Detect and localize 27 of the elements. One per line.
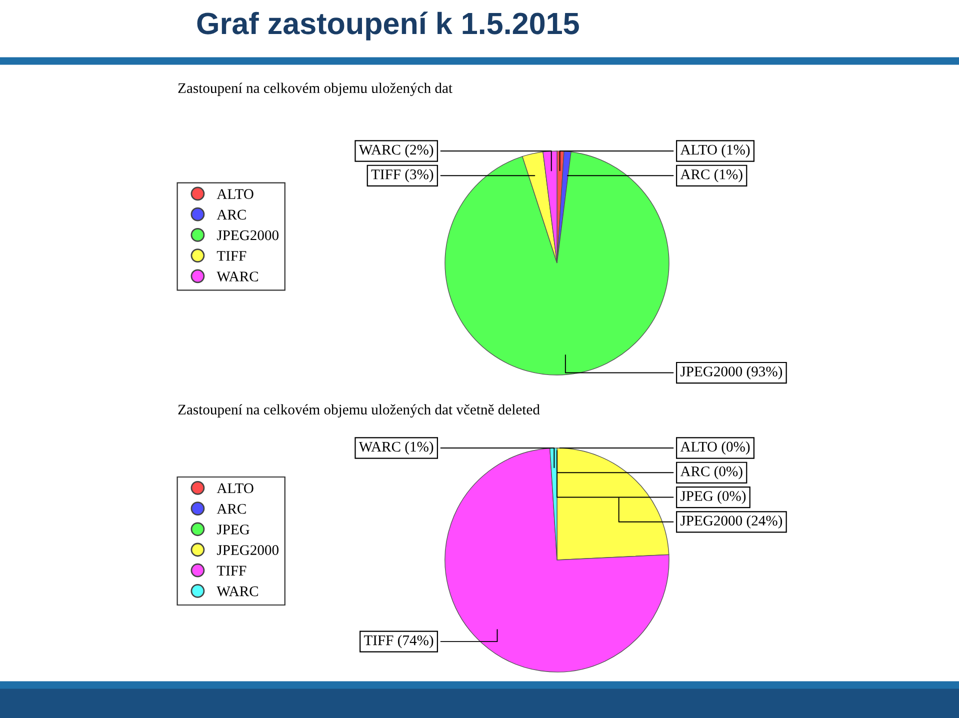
legend-label: JPEG2000 bbox=[216, 545, 279, 555]
data-label: ARC (1%) bbox=[680, 169, 742, 182]
chart-title: Zastoupení na celkovém objemu uložených dat včetně deleted bbox=[178, 404, 540, 418]
legend-label: TIFF bbox=[216, 251, 246, 261]
text: Graf zastoupení k 1.5.2015 bbox=[197, 12, 579, 40]
legend-label: ARC bbox=[216, 504, 246, 514]
text: ARC (0%) bbox=[680, 466, 742, 480]
legend-label: ARC bbox=[216, 210, 246, 220]
legend-label: JPEG2000 bbox=[216, 230, 279, 240]
legend-label: ALTO bbox=[216, 483, 254, 494]
data-label: TIFF (74%) bbox=[364, 634, 434, 648]
legend-label: WARC bbox=[216, 586, 258, 596]
legend-label: WARC bbox=[216, 272, 258, 282]
chart-title: Zastoupení na celkovém objemu uložených dat bbox=[178, 82, 452, 96]
data-label: TIFF (3%) bbox=[371, 169, 434, 182]
text: JPEG (0%) bbox=[680, 490, 746, 504]
pie-slice bbox=[444, 152, 670, 376]
legend-label: TIFF bbox=[216, 566, 246, 576]
data-label: ALTO (1%) bbox=[680, 144, 750, 158]
data-label: JPEG2000 (93%) bbox=[680, 366, 782, 380]
data-label: JPEG2000 (24%) bbox=[680, 515, 782, 529]
text: ALTO (0%) bbox=[680, 441, 750, 455]
data-label: WARC (1%) bbox=[358, 441, 434, 455]
data-label: WARC (2%) bbox=[358, 144, 434, 158]
legend-label: JPEG bbox=[216, 524, 250, 534]
legend-label: ALTO bbox=[216, 189, 254, 199]
pie-slice bbox=[444, 448, 670, 672]
